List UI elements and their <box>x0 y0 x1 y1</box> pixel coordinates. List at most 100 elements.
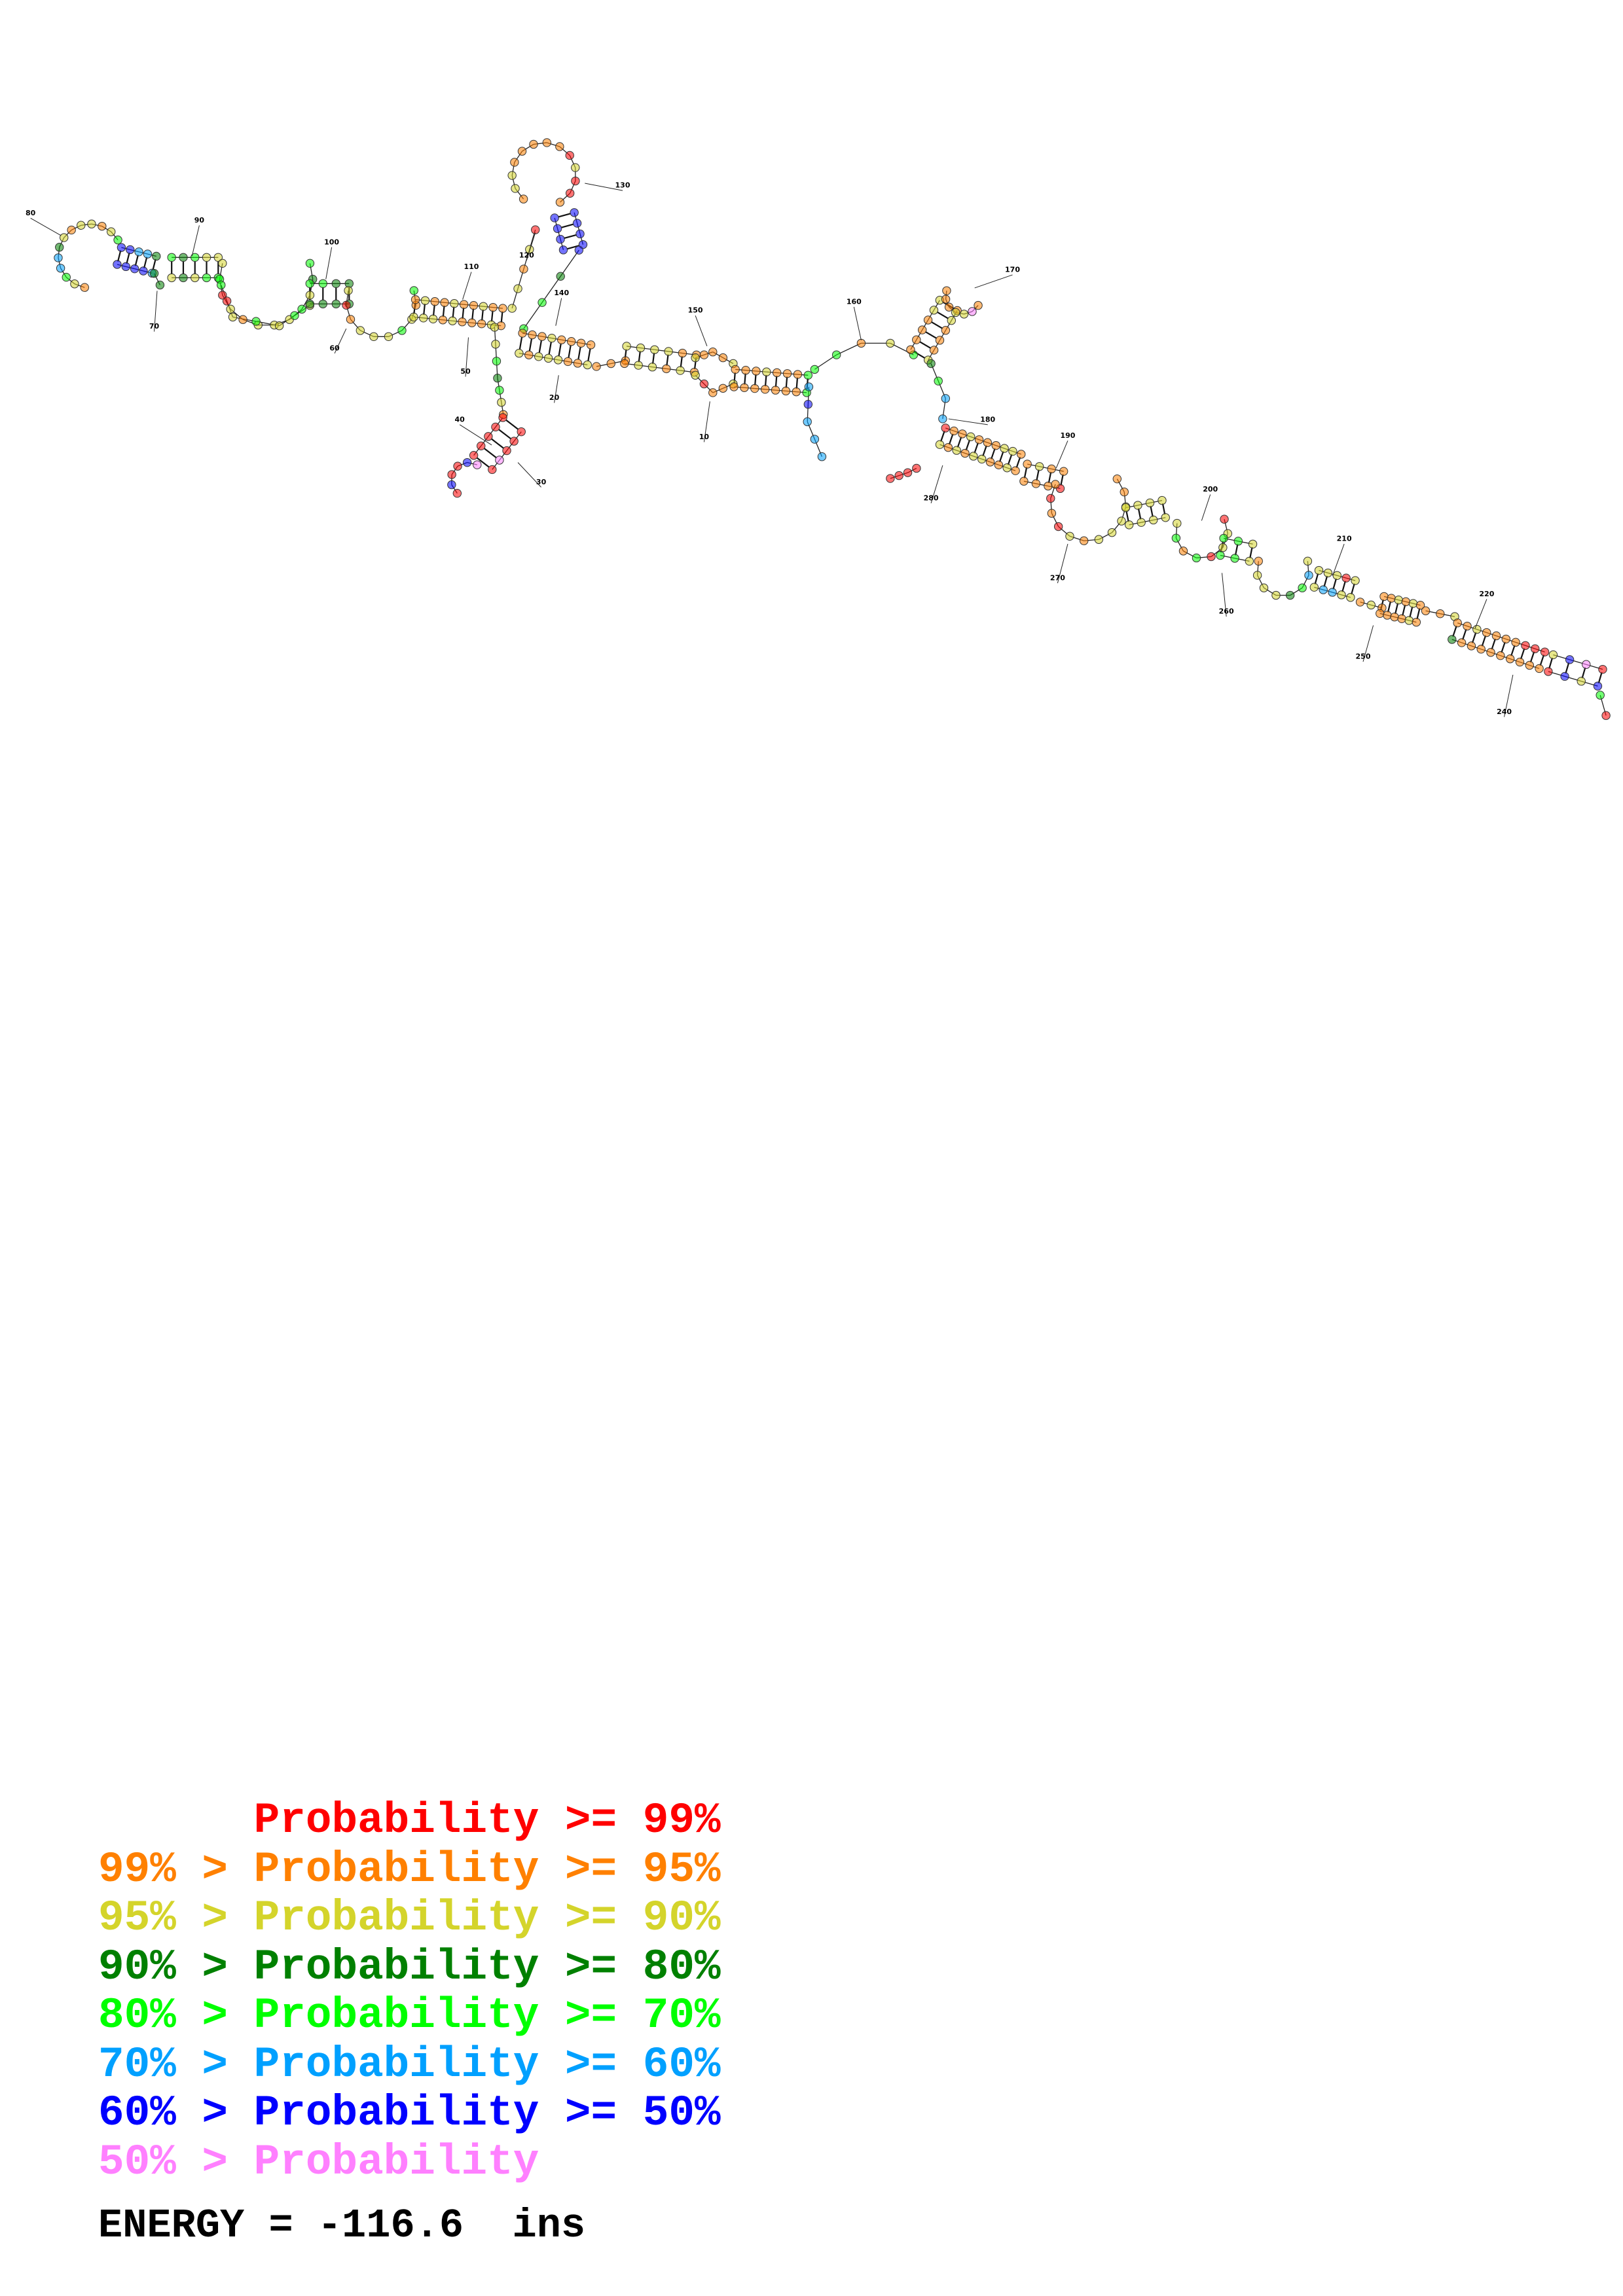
nucleotide <box>771 386 780 395</box>
nucleotide <box>179 273 188 283</box>
base-pair-bond <box>498 429 511 440</box>
nucleotide <box>1531 644 1540 653</box>
nucleotide <box>550 213 559 223</box>
nucleotide <box>620 359 629 368</box>
nucleotide <box>274 321 284 331</box>
nucleotide <box>342 300 351 310</box>
nucleotide <box>636 343 646 353</box>
legend-label: Probability <box>253 2089 539 2138</box>
nucleotide <box>557 335 566 344</box>
nucleotide <box>488 302 498 312</box>
position-tick <box>191 225 200 257</box>
nucleotide <box>1346 593 1355 602</box>
nucleotide <box>440 298 449 307</box>
nucleotide <box>409 312 418 322</box>
legend-label: Probability <box>253 2039 539 2089</box>
nucleotide <box>1521 641 1530 650</box>
base-pair-bond <box>134 255 139 266</box>
nucleotide <box>1008 446 1017 456</box>
nucleotide <box>346 315 356 324</box>
nucleotide <box>492 357 501 366</box>
nucleotide <box>1079 536 1089 545</box>
base-pair-bond <box>1481 635 1487 647</box>
nucleotide <box>1383 611 1392 620</box>
legend-prefix: 80% > <box>98 1991 254 2040</box>
nucleotide <box>428 314 438 323</box>
position-label: 140 <box>554 289 569 297</box>
nucleotide <box>1044 481 1053 491</box>
base-pair-bond <box>505 419 519 430</box>
nucleotide <box>1053 522 1063 531</box>
position-label: 160 <box>847 297 862 306</box>
nucleotide <box>1314 565 1324 575</box>
nucleotide <box>1303 556 1313 566</box>
nucleotide <box>1121 503 1131 512</box>
legend-suffix: >= 60% <box>539 2039 721 2089</box>
base-pair-bond <box>1023 467 1028 478</box>
nucleotide <box>903 468 913 477</box>
base-pair-bond <box>1402 604 1406 617</box>
nucleotide <box>1254 556 1263 566</box>
nucleotide <box>941 394 951 403</box>
base-pair-bond <box>442 305 445 317</box>
nucleotide <box>134 247 143 257</box>
nucleotide <box>1117 516 1126 526</box>
nucleotide <box>926 359 936 368</box>
nucleotide <box>477 441 486 451</box>
position-tick <box>1362 625 1374 662</box>
base-pair-bond <box>538 340 543 353</box>
nucleotide <box>691 353 700 363</box>
position-label: 200 <box>1203 485 1218 493</box>
nucleotide <box>511 184 520 193</box>
nucleotide <box>473 460 482 469</box>
legend-prefix: 50% > <box>98 2137 254 2187</box>
nucleotide <box>1145 498 1155 508</box>
nucleotide <box>1023 459 1032 469</box>
legend-row: Probability >= 99% <box>98 1796 818 1846</box>
position-tick <box>154 291 158 332</box>
nucleotide <box>70 279 79 289</box>
nucleotide <box>56 264 65 273</box>
position-tick <box>853 306 862 341</box>
nucleotide <box>222 296 232 306</box>
legend-prefix: 60% > <box>98 2089 254 2138</box>
base-pair-bond <box>680 356 683 368</box>
base-pair-bond <box>491 438 504 449</box>
nucleotide <box>1387 594 1396 603</box>
nucleotide <box>1548 650 1558 660</box>
nucleotide <box>718 353 728 363</box>
nucleotides <box>54 138 1611 720</box>
nucleotide <box>731 365 740 374</box>
nucleotide <box>974 435 984 444</box>
position-label: 90 <box>194 216 205 224</box>
base-pair-bond <box>974 442 979 454</box>
nucleotide <box>1271 590 1281 600</box>
nucleotide <box>519 264 528 274</box>
base-pair-bond <box>1314 573 1319 584</box>
base-pair-bond <box>1137 508 1142 520</box>
nucleotide <box>708 388 718 397</box>
base-pair-bond <box>957 436 962 448</box>
nucleotide <box>699 379 709 389</box>
nucleotide <box>179 253 188 262</box>
base-pair-bond <box>519 336 523 350</box>
position-tick <box>30 217 62 236</box>
nucleotide <box>1401 597 1411 607</box>
nucleotide <box>1515 657 1525 667</box>
base-pair-bond <box>1323 575 1328 587</box>
nucleotide <box>752 367 761 376</box>
nucleotide <box>297 304 306 314</box>
nucleotide <box>226 304 235 314</box>
nucleotide <box>1476 645 1486 654</box>
base-pair-bond <box>998 451 1004 463</box>
nucleotide <box>740 383 749 392</box>
nucleotide <box>218 259 227 268</box>
nucleotide <box>1463 621 1472 631</box>
nucleotide <box>952 446 961 455</box>
base-pair-bond <box>423 303 426 315</box>
legend-prefix: 99% > <box>98 1844 254 1894</box>
nucleotide <box>985 457 995 467</box>
nucleotide <box>1337 590 1346 600</box>
nucleotide <box>517 427 526 437</box>
position-label: 150 <box>688 306 703 315</box>
